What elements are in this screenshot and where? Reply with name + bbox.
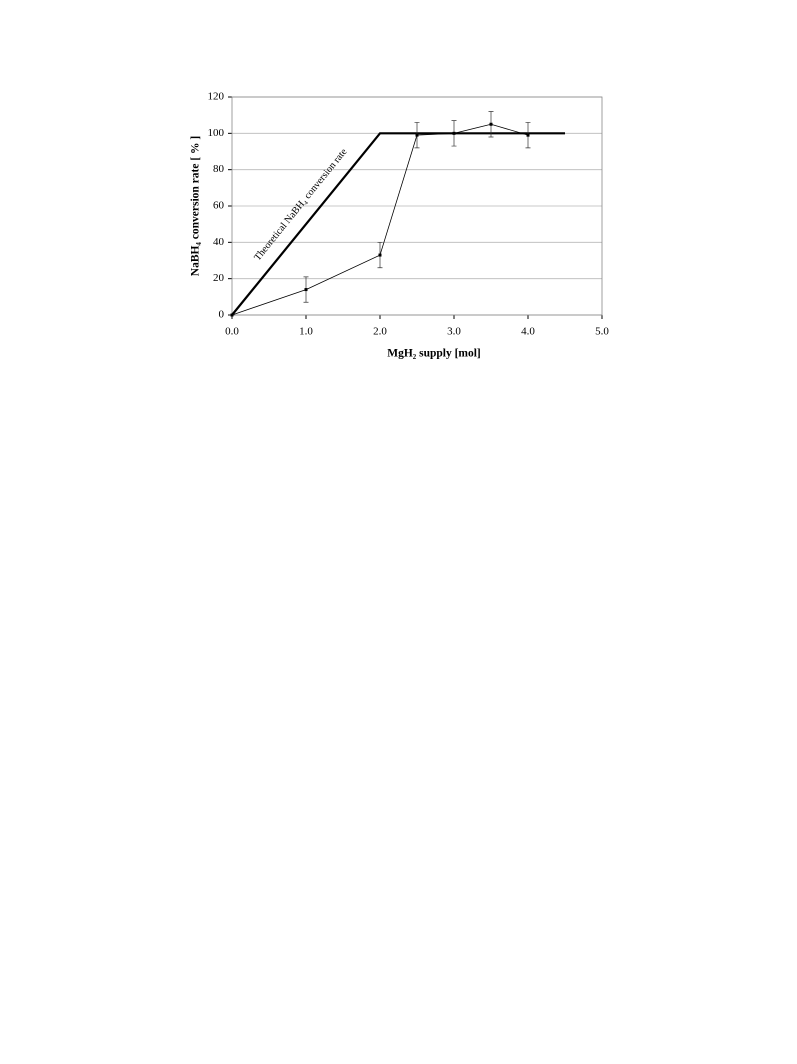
data-point <box>489 122 493 126</box>
x-tick-label: 4.0 <box>521 326 535 338</box>
theoretical-line <box>231 132 565 316</box>
plot-frame <box>231 96 603 316</box>
y-tick-label: 80 <box>213 163 225 175</box>
y-tick-label: 100 <box>208 127 225 139</box>
y-tick-label: 60 <box>213 200 225 212</box>
annotation: Theoretical NaBH₄ conversion rate <box>252 146 350 263</box>
x-axis-label: MgH₂ supply [mol] <box>387 348 481 360</box>
data-point <box>378 253 382 257</box>
data-line <box>231 123 529 316</box>
x-tick-label: 1.0 <box>299 326 313 338</box>
y-tick-label: 120 <box>208 91 225 103</box>
y-tick-label: 40 <box>213 236 225 248</box>
x-tick-label: 5.0 <box>595 326 609 338</box>
y-tick-label: 20 <box>213 272 225 284</box>
data-point <box>230 313 234 317</box>
data-point <box>526 133 530 137</box>
data-point <box>415 133 419 137</box>
data-point <box>304 288 308 292</box>
x-tick-label: 0.0 <box>225 326 239 338</box>
y-tick-label: 0 <box>219 309 225 321</box>
y-axis-label: NaBH₄ conversion rate [ % ] <box>190 136 202 276</box>
x-tick-label: 3.0 <box>447 326 461 338</box>
x-tick-label: 2.0 <box>373 326 387 338</box>
data-point <box>452 131 456 135</box>
